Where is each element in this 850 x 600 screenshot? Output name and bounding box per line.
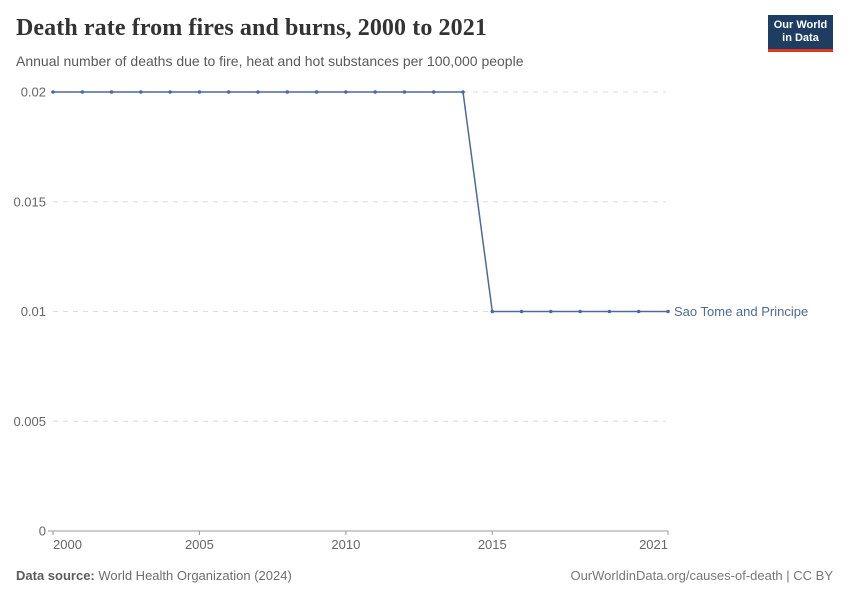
data-point	[80, 90, 85, 94]
data-point	[519, 309, 524, 314]
data-point	[285, 90, 290, 94]
data-point	[431, 90, 436, 94]
x-tick-label: 2010	[331, 537, 360, 552]
data-point	[549, 309, 553, 314]
data-point	[197, 90, 202, 94]
data-point	[490, 309, 495, 314]
data-point	[226, 90, 231, 94]
data-point	[139, 90, 143, 94]
data-point	[344, 90, 348, 94]
data-line	[53, 91, 668, 313]
x-tick-label: 2000	[53, 537, 82, 552]
y-tick-label: 0.015	[13, 194, 46, 209]
data-point	[168, 90, 172, 94]
x-tick-label: 2015	[478, 537, 507, 552]
y-tick-label: 0.01	[21, 304, 46, 319]
data-point	[402, 90, 407, 94]
x-tick-label: 2005	[185, 537, 214, 552]
page-subtitle: Annual number of deaths due to fire, hea…	[16, 53, 524, 69]
y-tick-label: 0.02	[21, 85, 46, 100]
data-point	[373, 90, 377, 94]
data-point	[51, 90, 55, 94]
data-point	[666, 309, 670, 314]
y-tick-label: 0.005	[13, 414, 46, 429]
x-tick-label: 2021	[639, 537, 668, 552]
page-title: Death rate from fires and burns, 2000 to…	[16, 15, 487, 41]
data-point	[461, 90, 465, 94]
y-tick-label: 0	[39, 524, 46, 539]
data-source-text: World Health Organization (2024)	[94, 568, 292, 583]
data-point	[109, 90, 114, 94]
data-source: Data source: World Health Organization (…	[16, 568, 292, 583]
owid-logo-line2: in Data	[782, 32, 819, 44]
data-point	[314, 90, 319, 94]
owid-logo: Our World in Data	[768, 15, 833, 52]
owid-logo-line1: Our World	[773, 19, 828, 31]
data-point	[256, 90, 260, 94]
data-source-label: Data source:	[16, 568, 95, 583]
footer-credit: OurWorldinData.org/causes-of-death | CC …	[570, 568, 833, 583]
data-point	[636, 309, 641, 314]
data-point	[607, 309, 612, 314]
series-label: Sao Tome and Principe	[674, 304, 809, 319]
footer: Data source: World Health Organization (…	[16, 568, 833, 583]
data-point	[578, 309, 582, 314]
